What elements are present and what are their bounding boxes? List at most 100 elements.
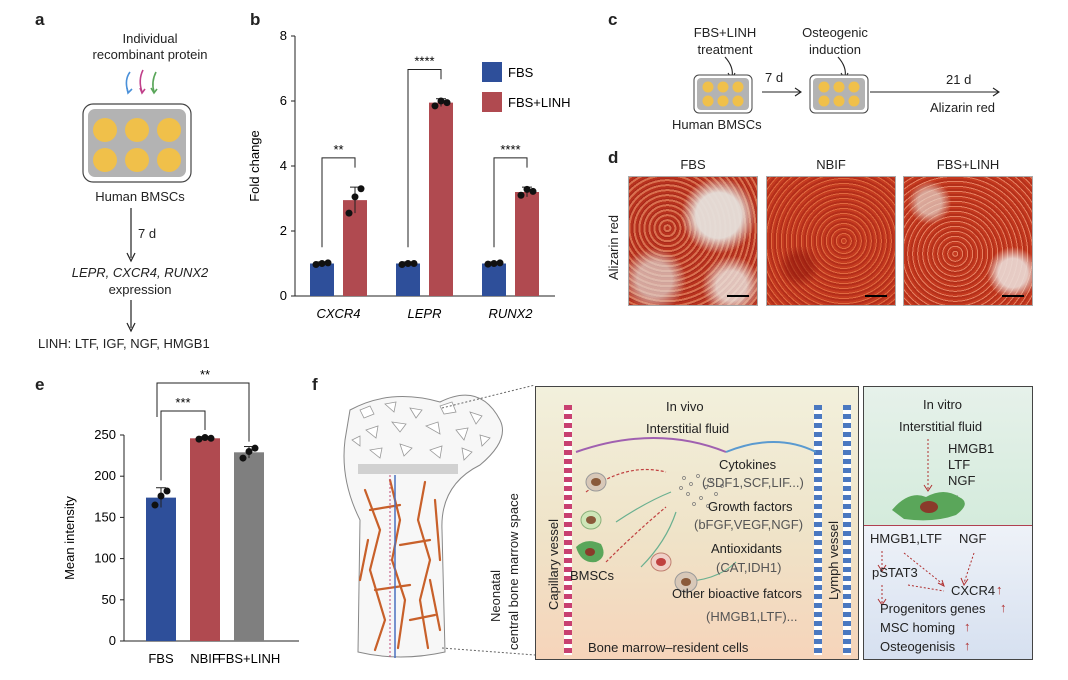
data-point (443, 99, 451, 107)
in-vitro-box: In vitro Interstitial fluid HMGB1 LTF NG… (863, 386, 1033, 660)
panel-c-label: c (608, 10, 618, 29)
capillary-label: Capillary vessel (546, 518, 561, 610)
in-vitro-title: In vitro (923, 397, 963, 412)
data-point (312, 260, 320, 268)
y-tick-label: 6 (280, 93, 287, 108)
data-point (404, 260, 412, 267)
panel-c-treatment2: treatment (697, 42, 753, 57)
legend-swatch (482, 92, 502, 112)
legend-label: FBS+LINH (508, 95, 571, 110)
other-label: Other bioactive fatcors (672, 586, 803, 601)
bar-FBS+LINH (234, 452, 264, 641)
significance-label: ** (333, 142, 343, 157)
panel-a-line1: Individual (122, 31, 178, 46)
y-axis-label: Mean intensity (62, 496, 77, 580)
arrow-down-icon (126, 300, 136, 333)
data-point (251, 444, 259, 452)
in-vitro-factor-1: HMGB1 (948, 441, 995, 456)
panel-a-label: a (35, 10, 45, 29)
panel-a-plate-label: Human BMSCs (95, 189, 185, 204)
panel-c-plate-label: Human BMSCs (672, 117, 762, 132)
panel-a-plate-graphic (82, 69, 192, 183)
x-tick-label: FBS+LINH (218, 651, 281, 666)
data-point (523, 185, 531, 193)
panel-d-row-label: Alizarin red (606, 214, 621, 280)
growth-label: Growth factors (708, 499, 793, 514)
data-point (201, 433, 209, 441)
panel-d-col-linh: FBS+LINH (936, 157, 1000, 172)
data-point (324, 259, 332, 267)
bmscs-label: BMSCs (570, 568, 615, 583)
osteogenisis-label: Osteogenisis (880, 639, 956, 654)
data-point (398, 260, 406, 268)
stain-image-nbif (766, 176, 896, 306)
interstitial-fluid: Interstitial fluid (646, 421, 730, 436)
y-tick-label: 8 (280, 28, 287, 43)
data-point (239, 454, 247, 462)
bar-FBS (146, 497, 176, 641)
significance-bracket (493, 157, 528, 248)
y-tick-label: 4 (280, 158, 287, 173)
growth-list: (bFGF,VEGF,NGF) (694, 517, 804, 532)
chart-e-mean-intensity: 0 50 100 150 200 250 Mean intensity FBS NBIFFBS+… (62, 367, 299, 666)
scale-bar (727, 295, 749, 297)
panel-a-linh: LINH: LTF, IGF, NGF, HMGB1 (38, 336, 210, 351)
data-point (496, 259, 504, 267)
bar-LEPR-0 (396, 263, 420, 296)
antiox-list: (CAT,IDH1) (716, 560, 782, 575)
in-vivo-title: In vivo (666, 399, 704, 414)
legend-swatch (482, 62, 502, 82)
in-vitro-graphic (877, 439, 975, 606)
signal-2: NGF (959, 531, 987, 546)
y-tick-label: 250 (94, 427, 116, 442)
bar-LEPR-1 (429, 102, 453, 296)
msc-homing-label: MSC homing (880, 620, 956, 635)
lymph-vessel-graphic (814, 405, 822, 655)
significance-bracket (156, 382, 250, 442)
panel-a-expression: expression (108, 282, 172, 297)
up-arrow-icon: ↑ (1000, 600, 1007, 615)
x-tick-label: FBS (148, 651, 174, 666)
data-point (529, 187, 537, 195)
panel-c-induction2: induction (808, 42, 862, 57)
panel-c-21d: 21 d (946, 72, 972, 87)
data-point (245, 447, 253, 455)
arrow-green-icon (152, 71, 157, 93)
y-tick-label: 100 (94, 551, 116, 566)
y-axis-label: Fold change (247, 130, 262, 202)
y-tick-label: 0 (109, 633, 116, 648)
other-list: (HMGB1,LTF)... (706, 609, 798, 624)
panel-a-line2: recombinant protein (92, 47, 208, 62)
panel-b-label: b (250, 10, 261, 29)
capillary-vessel-graphic (564, 405, 572, 655)
data-point (490, 260, 498, 267)
in-vitro-factor-2: LTF (948, 457, 971, 472)
data-point (357, 185, 365, 193)
in-vivo-box: In vivo Interstitial fluid Cytokines (SD… (535, 386, 859, 660)
cytokines-label: Cytokines (719, 457, 777, 472)
significance-bracket (160, 410, 206, 481)
in-vitro-factor-3: NGF (948, 473, 976, 488)
resident-label: Bone marrow–resident cells (588, 640, 749, 655)
y-tick-label: 50 (102, 592, 116, 607)
data-point (195, 435, 203, 443)
bar-NBIF (190, 438, 220, 641)
panel-a-genes: LEPR, CXCR4, RUNX2 (71, 265, 209, 280)
y-tick-label: 2 (280, 223, 287, 238)
x-tick-label: LEPR (408, 306, 442, 321)
up-arrow-icon: ↑ (964, 638, 971, 653)
data-point (318, 260, 326, 267)
lymph-vessel-graphic-2 (843, 405, 851, 655)
panel-e-label: e (35, 375, 45, 394)
significance-label: **** (500, 142, 520, 157)
y-tick-label: 150 (94, 509, 116, 524)
marrow-space-label: central bone marrow space (506, 493, 521, 650)
in-vivo-flow-graphic (575, 437, 816, 593)
legend-label: FBS (508, 65, 534, 80)
scale-bar (865, 295, 887, 297)
antiox-label: Antioxidants (711, 541, 782, 556)
significance-bracket (321, 157, 356, 248)
bar-RUNX2-1 (515, 192, 539, 296)
lymph-label: Lymph vessel (826, 521, 841, 600)
stain-image-fbs (628, 176, 758, 306)
